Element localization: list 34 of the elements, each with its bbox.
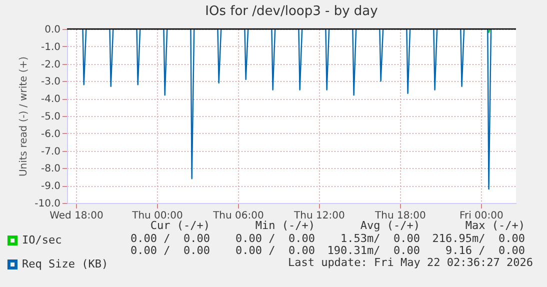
y-tick-label: 0.0 (44, 24, 60, 36)
legend-label: IO/sec (22, 234, 62, 246)
text: 0.00 / 0.00 (234, 232, 315, 245)
x-tick-label: Thu 12:00 (293, 210, 345, 222)
text: 9.16 / 0.00 (444, 244, 525, 258)
y-tick-label: -9.0 (40, 181, 60, 192)
y-tick-label: -6.0 (40, 128, 60, 140)
x-tick-label: Thu 00:00 (131, 210, 183, 222)
x-tick-label: Wed 18:00 (50, 210, 104, 222)
x-tick-label: Fri 00:00 (459, 210, 504, 222)
text: Max (-/+) (464, 219, 525, 232)
text: 190.31m/ 0.00 (326, 244, 420, 258)
x-tick-label: Thu 06:00 (212, 210, 264, 222)
y-tick-label: -8.0 (40, 164, 60, 175)
y-tick-label: -7.0 (40, 146, 60, 158)
y-tick-label: -5.0 (40, 112, 60, 122)
text: 0.00 / 0.00 (130, 232, 210, 245)
legend-label: Req Size (KB) (22, 258, 108, 270)
y-tick-label: -3.0 (40, 76, 60, 88)
text: Last update: Fri May 22 02:36:27 2026 (288, 256, 533, 269)
y-tick-label: -1.0 (40, 42, 60, 53)
text: Avg (-/+) (359, 219, 420, 232)
text: 216.95m/ 0.00 (431, 232, 525, 245)
y-tick-label: -2.0 (40, 59, 60, 70)
text: Min (-/+) (254, 219, 315, 232)
text: 0.00 / 0.00 (130, 244, 210, 258)
y-axis-title: Units read (-) / write (+) (18, 56, 30, 177)
text: 1.53m/ 0.00 (340, 232, 420, 245)
chart-title: IOs for /dev/loop3 - by day (205, 4, 378, 19)
y-tick-label: -4.0 (40, 94, 60, 106)
text: Cur (-/+) (149, 219, 210, 232)
x-tick-label: Thu 18:00 (374, 210, 426, 222)
y-tick-label: -10.0 (34, 198, 60, 210)
text: 0.00 / 0.00 (234, 244, 315, 258)
